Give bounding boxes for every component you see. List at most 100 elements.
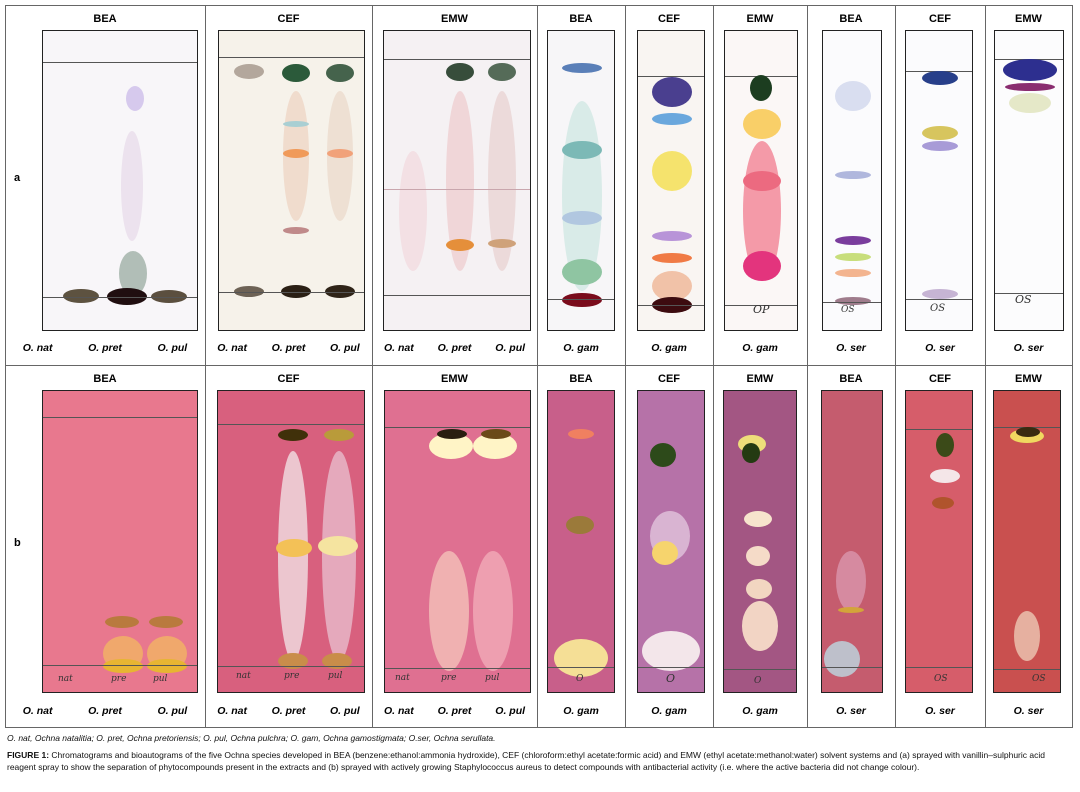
species-label: O. gam [651,342,687,354]
species-label: O. nat [217,342,248,354]
plate-mark: OS [841,305,855,315]
grid-bottom [5,727,1073,728]
bioautogram-plate: nat pre pul [384,390,531,693]
species-label: O. nat [22,705,53,717]
panel-b-emw-gam: EMW O O. gam [713,365,807,727]
caption-text: Chromatograms and bioautograms of the fi… [7,750,1045,772]
tlc-plate [637,30,705,331]
panel-header: BEA [569,13,593,25]
panel-header: CEF [277,13,300,25]
plate-mark: nat [58,674,73,684]
figure-caption: FIGURE 1: Chromatograms and bioautograms… [7,750,1073,773]
tlc-plate [218,30,365,331]
abbreviations-note: O. nat, Ochna natalitia; O. pret, Ochna … [7,733,496,743]
species-label: O. nat [383,342,414,354]
figure-grid: a b BEA O. nat O. pret O. pul CEF [5,5,1073,728]
plate-mark: nat [395,673,410,683]
species-label: O. pul [329,705,360,717]
grid-v6 [807,5,808,727]
grid-v8 [985,5,986,727]
species-label: O. pret [437,342,472,354]
species-label: O. pul [495,705,526,717]
species-label: O. nat [217,705,248,717]
bioautogram-plate: nat pre pul [42,390,198,693]
plate-mark: pre [284,671,300,681]
plate-mark: O [666,672,676,685]
plate-mark: pre [111,674,127,684]
grid-right [1072,5,1073,727]
grid-v4 [625,5,626,727]
tlc-plate: OP [724,30,798,331]
panel-b-cef-three-species: CEF nat pre pul O. nat O. pret O. pul [205,365,372,727]
grid-mid [5,365,1073,366]
grid-left [5,5,6,727]
species-label: O. pul [157,342,188,354]
panel-header: EMW [1015,13,1042,25]
panel-a-emw-three-species: EMW O. nat O. pret O. pul [372,5,537,365]
plate-mark: pre [441,673,457,683]
species-label: O. pul [495,342,526,354]
plate-mark: OP [753,303,770,316]
species-label: O. pul [329,342,360,354]
panel-b-bea-gam: BEA O O. gam [537,365,625,727]
panel-header: BEA [93,13,117,25]
species-label: O. pret [271,705,306,717]
species-label: O. ser [925,705,955,717]
species-label: O. gam [563,342,599,354]
panel-header: EMW [746,373,774,385]
panel-header: CEF [929,13,951,25]
panel-header: CEF [277,373,300,385]
panel-b-emw-ser: EMW OS O. ser [985,365,1072,727]
panel-header: CEF [929,373,951,385]
bioautogram-plate: nat pre pul [217,390,365,693]
grid-v1 [205,5,206,727]
species-label: O. gam [742,342,778,354]
panel-header: BEA [839,373,863,385]
tlc-plate [547,30,615,331]
plate-mark: OS [1032,674,1046,684]
panel-a-emw-ser: EMW OS O. ser [985,5,1072,365]
plate-mark: pul [328,671,343,681]
bioautogram-plate: OS [905,390,973,693]
bioautogram-plate: O [547,390,615,693]
panel-header: BEA [839,13,863,25]
panel-a-cef-gam: CEF O. gam [625,5,713,365]
panel-a-bea-three-species: BEA O. nat O. pret O. pul [5,5,205,365]
panel-header: BEA [569,373,593,385]
panel-header: EMW [441,13,468,25]
panel-b-bea-three-species: BEA nat pre pul O. nat O. pret O. pul [5,365,205,727]
grid-v5 [713,5,714,727]
grid-v7 [895,5,896,727]
row-label-a: a [14,172,21,184]
panel-header: EMW [441,373,468,385]
panel-a-bea-gam: BEA O. gam [537,5,625,365]
bioautogram-plate [821,390,883,693]
species-label: O. gam [651,705,687,717]
panel-header: CEF [658,373,680,385]
species-label: O. gam [563,705,599,717]
tlc-plate [42,30,198,331]
species-label: O. pret [271,342,306,354]
species-label: O. pret [88,705,122,717]
species-label: O. pul [157,705,188,717]
bioautogram-plate: O [637,390,705,693]
plate-mark: nat [236,671,251,681]
panel-a-cef-ser: CEF OS O. ser [895,5,985,365]
species-label: O. ser [1013,705,1044,717]
species-label: O. nat [22,342,53,354]
tlc-plate: OS [905,30,973,331]
species-label: O. pret [437,705,472,717]
plate-mark: O [576,674,584,684]
plate-mark: OS [1015,293,1032,306]
panel-header: CEF [658,13,680,25]
grid-top [5,5,1073,6]
caption-label: FIGURE 1: [7,750,50,760]
panel-a-emw-gam: EMW OP O. gam [713,5,807,365]
panel-a-bea-ser: BEA OS O. ser [807,5,895,365]
plate-mark: pul [485,673,500,683]
bioautogram-plate: O [723,390,797,693]
plate-mark: OS [934,674,948,684]
tlc-plate: OS [994,30,1064,331]
panel-header: EMW [1015,373,1042,385]
plate-mark: pul [153,674,168,684]
